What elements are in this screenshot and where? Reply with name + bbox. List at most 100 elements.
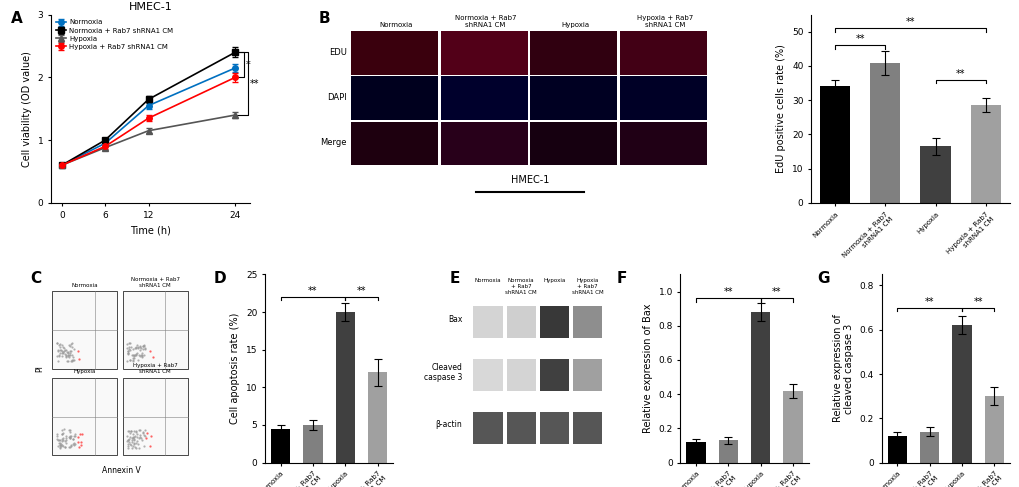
Point bbox=[126, 435, 143, 443]
Point bbox=[126, 351, 143, 359]
Point bbox=[125, 434, 142, 442]
Point bbox=[61, 351, 77, 358]
Point bbox=[121, 440, 138, 448]
Point bbox=[64, 440, 81, 448]
Point bbox=[137, 351, 153, 358]
Point bbox=[128, 430, 145, 438]
Point bbox=[121, 356, 138, 364]
Point bbox=[127, 439, 144, 447]
Point bbox=[72, 431, 89, 438]
Point bbox=[66, 432, 83, 440]
Point bbox=[52, 349, 68, 357]
Point bbox=[132, 352, 149, 360]
Bar bbox=[919, 431, 938, 463]
Point bbox=[52, 346, 68, 354]
Point bbox=[131, 427, 148, 434]
Bar bbox=[440, 31, 527, 75]
Text: β-actin: β-actin bbox=[435, 420, 462, 430]
Bar bbox=[952, 325, 971, 463]
Point bbox=[128, 437, 145, 445]
Point bbox=[58, 352, 74, 360]
Text: **: ** bbox=[905, 17, 914, 27]
Point bbox=[145, 354, 161, 361]
Bar bbox=[783, 391, 802, 463]
Point bbox=[67, 440, 84, 448]
Point bbox=[49, 339, 65, 347]
Bar bbox=[572, 412, 601, 444]
Point bbox=[55, 434, 71, 442]
Point bbox=[54, 426, 70, 433]
Bar bbox=[750, 312, 769, 463]
Point bbox=[133, 351, 150, 359]
Point bbox=[125, 354, 142, 362]
Point bbox=[62, 433, 78, 441]
Point bbox=[63, 357, 79, 365]
Bar bbox=[620, 31, 706, 75]
Point bbox=[55, 436, 71, 444]
Bar bbox=[122, 378, 187, 455]
Point bbox=[50, 347, 66, 355]
Point bbox=[132, 351, 149, 358]
Point bbox=[69, 438, 86, 446]
Point bbox=[133, 352, 150, 360]
Point bbox=[132, 343, 149, 351]
Point bbox=[137, 344, 153, 352]
Point bbox=[136, 342, 152, 350]
Point bbox=[73, 430, 90, 438]
Point bbox=[132, 344, 149, 352]
Point bbox=[62, 434, 78, 442]
Point bbox=[65, 441, 82, 449]
Point bbox=[132, 434, 149, 442]
Point bbox=[126, 355, 143, 362]
Point bbox=[130, 351, 147, 359]
Bar bbox=[983, 396, 1003, 463]
Text: Hypoxia: Hypoxia bbox=[543, 278, 566, 283]
Point bbox=[120, 436, 137, 444]
Point bbox=[55, 442, 71, 450]
Point bbox=[124, 345, 141, 353]
Point bbox=[62, 340, 78, 348]
Point bbox=[60, 351, 76, 359]
Point bbox=[133, 349, 150, 356]
Point bbox=[120, 428, 137, 435]
Point bbox=[52, 436, 68, 444]
Text: EDU: EDU bbox=[329, 48, 346, 57]
Y-axis label: Relative expression of
cleaved caspase 3: Relative expression of cleaved caspase 3 bbox=[832, 315, 853, 422]
Point bbox=[60, 426, 76, 434]
Point bbox=[124, 352, 141, 359]
Bar bbox=[539, 359, 569, 391]
Point bbox=[124, 351, 141, 359]
Point bbox=[142, 347, 158, 355]
Point bbox=[54, 435, 70, 443]
Point bbox=[66, 431, 83, 439]
Point bbox=[63, 356, 79, 364]
Bar bbox=[869, 62, 900, 203]
Point bbox=[120, 349, 137, 357]
Point bbox=[126, 433, 143, 441]
Point bbox=[124, 438, 141, 446]
Bar bbox=[506, 306, 536, 338]
Point bbox=[52, 439, 68, 447]
Point bbox=[50, 436, 66, 444]
Point bbox=[63, 339, 79, 347]
Y-axis label: EdU positive cells rate (%): EdU positive cells rate (%) bbox=[775, 44, 786, 173]
Bar bbox=[620, 122, 706, 165]
Point bbox=[125, 439, 142, 447]
Text: HMEC-1: HMEC-1 bbox=[511, 175, 549, 185]
Point bbox=[125, 427, 142, 434]
Point bbox=[64, 356, 81, 364]
Point bbox=[57, 443, 73, 450]
Bar bbox=[686, 442, 705, 463]
Point bbox=[56, 344, 72, 352]
Text: Hypoxia + Rab7
shRNA1 CM: Hypoxia + Rab7 shRNA1 CM bbox=[637, 15, 693, 28]
Title: HMEC-1: HMEC-1 bbox=[128, 2, 172, 13]
Point bbox=[137, 442, 153, 450]
Point bbox=[65, 346, 82, 354]
Bar bbox=[539, 306, 569, 338]
Point bbox=[71, 355, 88, 363]
Point bbox=[129, 344, 146, 352]
Point bbox=[49, 339, 65, 347]
Text: Hypoxia: Hypoxia bbox=[73, 369, 96, 374]
Point bbox=[131, 431, 148, 439]
Point bbox=[65, 353, 82, 361]
